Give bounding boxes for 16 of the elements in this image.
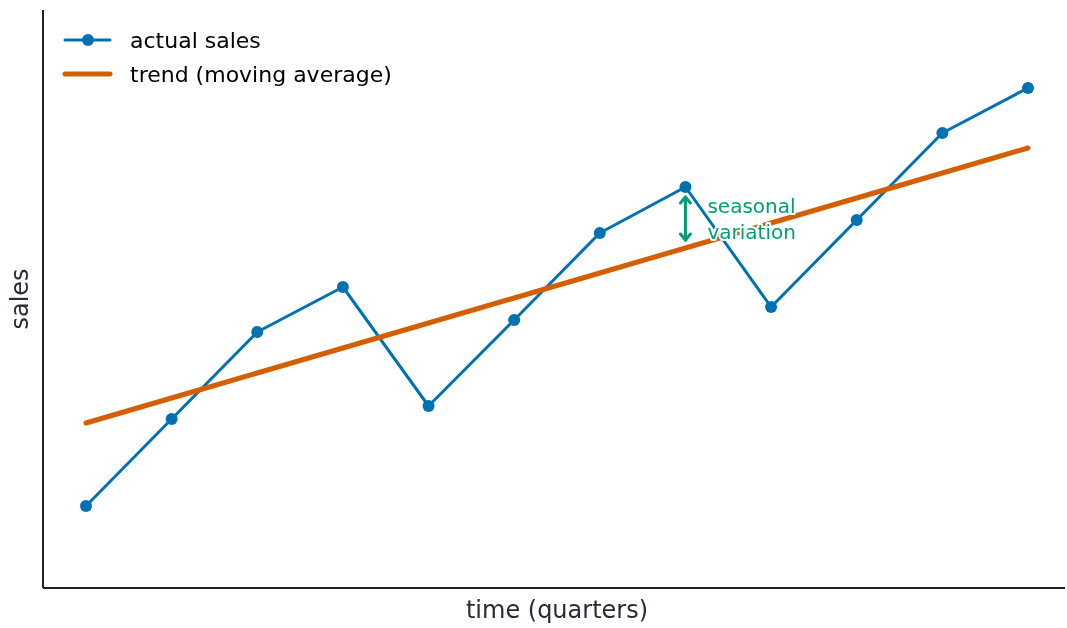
y-axis-title: sales [6,268,34,330]
point [679,181,692,193]
point [336,281,349,293]
point [422,400,435,412]
legend-label: trend (moving average) [130,62,392,87]
point [1022,82,1034,94]
point [508,314,521,326]
point [80,500,92,512]
point [251,326,264,338]
point [765,301,778,313]
legend-label: actual sales [130,28,261,53]
point [850,214,863,226]
point [936,127,949,139]
point [165,413,178,425]
point [593,227,606,239]
x-axis-title: time (quarters) [465,596,649,624]
